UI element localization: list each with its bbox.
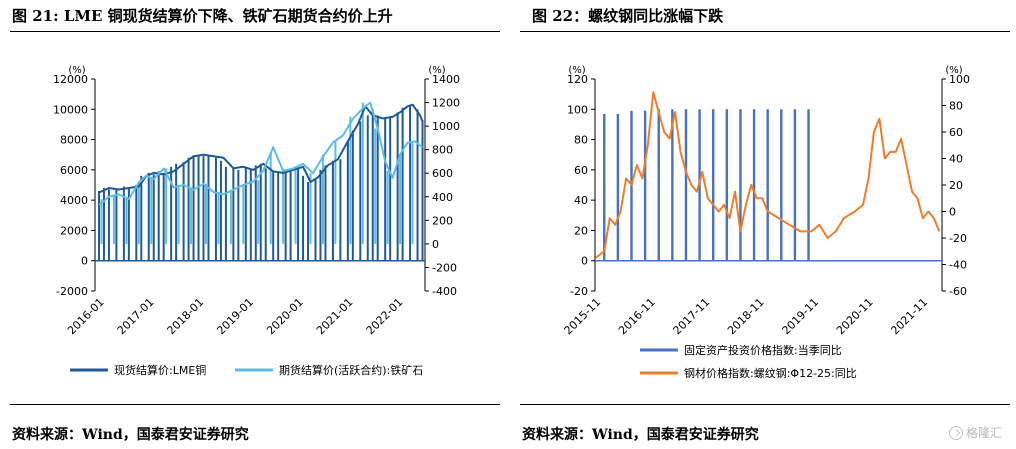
right-tick-label: 1400 xyxy=(432,73,460,86)
x-tick-label: 2021-11 xyxy=(888,296,930,338)
right-tick-label: 60 xyxy=(949,126,963,139)
right-tick-label: -40 xyxy=(949,259,967,272)
x-tick-label: 2019-01 xyxy=(214,296,256,338)
left-tick-label: 40 xyxy=(574,194,588,207)
left-tick-label: 120 xyxy=(567,73,588,86)
left-tick-label: 12000 xyxy=(53,73,88,86)
legend-label: 现货结算价:LME铜 xyxy=(114,363,206,377)
left-tick-label: 80 xyxy=(574,134,588,147)
left-tick-label: 4000 xyxy=(60,194,88,207)
chart-left-svg: (%) (%)-2000020004000600080001000012000-4… xyxy=(53,65,460,377)
left-tick-label: 6000 xyxy=(60,164,88,177)
source-rule xyxy=(520,404,1010,405)
right-tick-label: -400 xyxy=(432,285,457,298)
x-tick-label: 2017-01 xyxy=(115,296,157,338)
left-tick-label: 0 xyxy=(81,255,88,268)
chart-right-svg: (%) (%) -20 0 20 40 60 80 100 120 -60 -40 -20 0 20 40 60… xyxy=(562,65,970,380)
x-tick-label: 2018-11 xyxy=(725,296,767,338)
right-tick-label: 80 xyxy=(949,100,963,113)
right-tick-label: 0 xyxy=(949,206,956,219)
x-tick-label: 2016-01 xyxy=(65,296,107,338)
right-tick-label: -200 xyxy=(432,261,457,274)
source-note: 资料来源：Wind，国泰君安证券研究 xyxy=(522,427,759,443)
right-tick-label: 20 xyxy=(949,179,963,192)
left-axis-unit: (%) xyxy=(68,65,85,76)
left-tick-label: 100 xyxy=(567,103,588,116)
left-tick-label: 2000 xyxy=(60,224,88,237)
source-note: 资料来源：Wind，国泰君安证券研究 xyxy=(12,427,249,443)
right-tick-label: 800 xyxy=(432,144,453,157)
right-tick-label: 400 xyxy=(432,191,453,204)
title-rule xyxy=(10,31,500,32)
watermark-icon xyxy=(948,426,963,440)
chart-panel-left: 图 21: LME 铜现货结算价下降、铁矿石期货合约价上升 (%) (%) -200… xyxy=(0,0,500,449)
watermark-logo: 格隆汇 xyxy=(948,424,1002,441)
x-tick-label: 2021-01 xyxy=(314,296,356,338)
left-tick-label: 0 xyxy=(581,255,588,268)
x-tick-label: 2015-11 xyxy=(562,296,604,338)
series-line xyxy=(594,91,941,259)
source-rule xyxy=(10,404,500,405)
chart-title: 图 21: LME 铜现货结算价下降、铁矿石期货合约价上升 xyxy=(12,7,393,25)
right-axis-unit: (%) xyxy=(428,65,445,76)
right-axis-unit: (%) xyxy=(945,65,962,76)
right-tick-label: 600 xyxy=(432,167,453,180)
x-tick-label: 2020-11 xyxy=(834,296,876,338)
left-axis-unit: (%) xyxy=(568,65,585,76)
series-line xyxy=(98,101,424,206)
left-tick-label: 60 xyxy=(574,164,588,177)
right-tick-label: -20 xyxy=(949,232,967,245)
left-tick-label: 8000 xyxy=(60,134,88,147)
right-tick-label: 100 xyxy=(949,73,970,86)
legend-label: 钢材价格指数:螺纹钢:Φ12-25:同比 xyxy=(684,366,857,380)
x-tick-label: 2020-01 xyxy=(264,296,306,338)
x-tick-label: 2017-11 xyxy=(671,296,713,338)
left-tick-label: 20 xyxy=(574,224,588,237)
chart-panel-right: 图 22：螺纹钢同比涨幅下跌 (%) (%) -20 0 20 40 60 80 100 120 -… xyxy=(520,0,1016,449)
series-line xyxy=(98,103,424,194)
right-tick-label: 40 xyxy=(949,153,963,166)
right-tick-label: 1200 xyxy=(432,97,460,110)
right-tick-label: 200 xyxy=(432,214,453,227)
x-tick-label: 2016-11 xyxy=(616,296,658,338)
x-tick-label: 2018-01 xyxy=(165,296,207,338)
legend-label: 固定资产投资价格指数:当季同比 xyxy=(684,343,842,357)
left-tick-label: -2000 xyxy=(56,285,88,298)
right-tick-label: 1000 xyxy=(432,120,460,133)
left-tick-label: 10000 xyxy=(53,103,88,116)
right-tick-label: -60 xyxy=(949,285,967,298)
chart-title: 图 22：螺纹钢同比涨幅下跌 xyxy=(532,7,724,25)
x-tick-label: 2019-11 xyxy=(780,296,822,338)
legend-label: 期货结算价(活跃合约):铁矿石 xyxy=(279,363,423,377)
right-tick-label: 0 xyxy=(432,238,439,251)
title-rule xyxy=(520,31,1010,32)
left-tick-label: -20 xyxy=(570,285,588,298)
x-tick-label: 2022-01 xyxy=(364,296,406,338)
